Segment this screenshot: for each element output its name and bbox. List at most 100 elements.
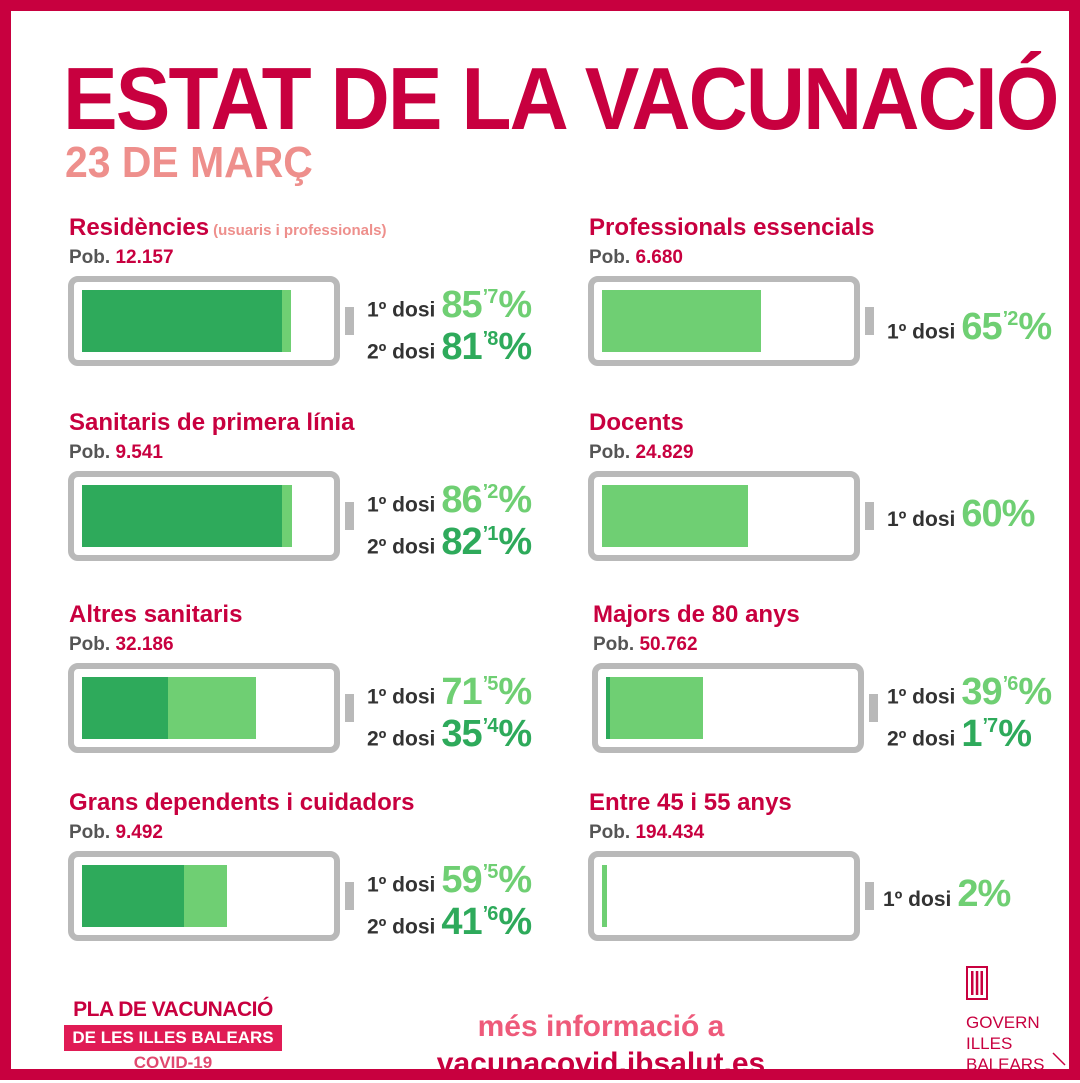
first-dose-fill bbox=[606, 677, 703, 739]
first-dose: 1º dosi 86’2% bbox=[367, 472, 532, 520]
dose-label: 1º dosi bbox=[367, 298, 436, 322]
first-dose: 1º dosi 65’2% bbox=[887, 299, 1052, 347]
population: Pob. 9.541 bbox=[69, 442, 163, 464]
battery-bar bbox=[592, 663, 864, 753]
battery-bar bbox=[68, 276, 340, 366]
population-value: 9.492 bbox=[115, 822, 163, 843]
dose-percentage: 1’7% bbox=[961, 712, 1032, 755]
dose-percentage: 81’8% bbox=[441, 325, 532, 368]
population-prefix: Pob. bbox=[589, 442, 631, 463]
dose-label: 1º dosi bbox=[367, 493, 436, 517]
population-value: 9.541 bbox=[115, 442, 163, 463]
population: Pob. 9.492 bbox=[69, 822, 163, 844]
group-label: Residències bbox=[69, 214, 210, 241]
group-label: Altres sanitaris bbox=[69, 601, 243, 628]
first-dose: 1º dosi 60% bbox=[887, 493, 1035, 535]
group-label: Docents bbox=[589, 409, 684, 436]
dose-label: 1º dosi bbox=[367, 685, 436, 709]
dose-percentage: 86’2% bbox=[441, 478, 532, 521]
second-dose: 2º dosi 35’4% bbox=[367, 706, 532, 754]
population-value: 6.680 bbox=[635, 247, 683, 268]
logo-slash-icon bbox=[1052, 1052, 1066, 1066]
group-label: Majors de 80 anys bbox=[593, 601, 800, 628]
battery-terminal bbox=[865, 502, 874, 530]
population-value: 194.434 bbox=[635, 822, 705, 843]
dose-label: 1º dosi bbox=[887, 685, 956, 709]
dose-percentage: 60% bbox=[961, 493, 1035, 535]
second-dose-fill bbox=[82, 677, 169, 739]
battery-bar bbox=[588, 471, 860, 561]
first-dose: 1º dosi 85’7% bbox=[367, 277, 532, 325]
population-prefix: Pob. bbox=[589, 822, 631, 843]
dose-percentage: 59’5% bbox=[441, 858, 532, 901]
group-label: Sanitaris de primera línia bbox=[69, 409, 355, 436]
population-prefix: Pob. bbox=[589, 247, 631, 268]
population: Pob. 12.157 bbox=[69, 247, 174, 269]
first-dose: 1º dosi 71’5% bbox=[367, 664, 532, 712]
population-prefix: Pob. bbox=[69, 634, 111, 655]
second-dose: 2º dosi 41’6% bbox=[367, 894, 532, 942]
battery-bar bbox=[68, 471, 340, 561]
plan-covid: COVID-19 bbox=[133, 1053, 213, 1072]
page-title: ESTAT DE LA VACUNACIÓ bbox=[63, 49, 1059, 148]
plan-region: DE LES ILLES BALEARS bbox=[64, 1025, 282, 1051]
battery-terminal bbox=[345, 694, 354, 722]
dose-label: 2º dosi bbox=[887, 727, 956, 751]
plan-title: PLA DE VACUNACIÓ bbox=[73, 998, 273, 1021]
population: Pob. 24.829 bbox=[589, 442, 694, 464]
population-value: 50.762 bbox=[639, 634, 698, 655]
dose-percentage: 65’2% bbox=[961, 305, 1052, 348]
dose-percentage: 85’7% bbox=[441, 283, 532, 326]
population-prefix: Pob. bbox=[69, 822, 111, 843]
dose-label: 1º dosi bbox=[883, 888, 952, 911]
second-dose-fill bbox=[82, 485, 283, 547]
group-note: (usuaris i professionals) bbox=[213, 222, 387, 239]
battery-bar bbox=[68, 851, 340, 941]
balears-line: BALEARS bbox=[966, 1055, 1045, 1074]
population-prefix: Pob. bbox=[69, 247, 111, 268]
battery-bar bbox=[68, 663, 340, 753]
population-value: 24.829 bbox=[635, 442, 694, 463]
vaccination-plan-logo: PLA DE VACUNACIÓ DE LES ILLES BALEARS CO… bbox=[55, 997, 291, 1075]
dose-percentage: 82’1% bbox=[441, 520, 532, 563]
second-dose-fill bbox=[82, 865, 184, 927]
date-subtitle: 23 DE MARÇ bbox=[65, 138, 313, 187]
group-label: Grans dependents i cuidadors bbox=[69, 789, 415, 816]
dose-label: 2º dosi bbox=[367, 340, 436, 364]
more-info: més informació a vacunacovid.ibsalut.es bbox=[391, 1009, 811, 1083]
dose-percentage: 35’4% bbox=[441, 712, 532, 755]
first-dose: 1º dosi 59’5% bbox=[367, 852, 532, 900]
second-dose: 2º dosi 1’7% bbox=[887, 706, 1032, 754]
govern-line: GOVERN bbox=[966, 1013, 1040, 1032]
more-info-url[interactable]: vacunacovid.ibsalut.es bbox=[436, 1047, 766, 1080]
dose-label: 1º dosi bbox=[887, 508, 956, 531]
dose-label: 2º dosi bbox=[367, 915, 436, 939]
dose-label: 1º dosi bbox=[887, 320, 956, 344]
first-dose-fill bbox=[602, 485, 749, 547]
population-prefix: Pob. bbox=[593, 634, 635, 655]
dose-percentage: 39’6% bbox=[961, 670, 1052, 713]
more-info-label: més informació a bbox=[477, 1010, 725, 1043]
dose-label: 2º dosi bbox=[367, 535, 436, 559]
group-label: Professionals essencials bbox=[589, 214, 875, 241]
second-dose: 2º dosi 82’1% bbox=[367, 514, 532, 562]
population: Pob. 32.186 bbox=[69, 634, 174, 656]
population-prefix: Pob. bbox=[69, 442, 111, 463]
dose-percentage: 2% bbox=[957, 873, 1011, 915]
dose-percentage: 71’5% bbox=[441, 670, 532, 713]
dose-label: 2º dosi bbox=[367, 727, 436, 751]
population: Pob. 194.434 bbox=[589, 822, 704, 844]
population: Pob. 6.680 bbox=[589, 247, 683, 269]
battery-terminal bbox=[865, 307, 874, 335]
second-dose-fill bbox=[82, 290, 282, 352]
battery-bar bbox=[588, 851, 860, 941]
battery-terminal bbox=[865, 882, 874, 910]
second-dose-fill bbox=[606, 677, 611, 739]
first-dose: 1º dosi 39’6% bbox=[887, 664, 1052, 712]
second-dose: 2º dosi 81’8% bbox=[367, 319, 532, 367]
dose-percentage: 41’6% bbox=[441, 900, 532, 943]
battery-terminal bbox=[345, 307, 354, 335]
population-value: 32.186 bbox=[115, 634, 174, 655]
illes-line: ILLES bbox=[966, 1034, 1013, 1053]
